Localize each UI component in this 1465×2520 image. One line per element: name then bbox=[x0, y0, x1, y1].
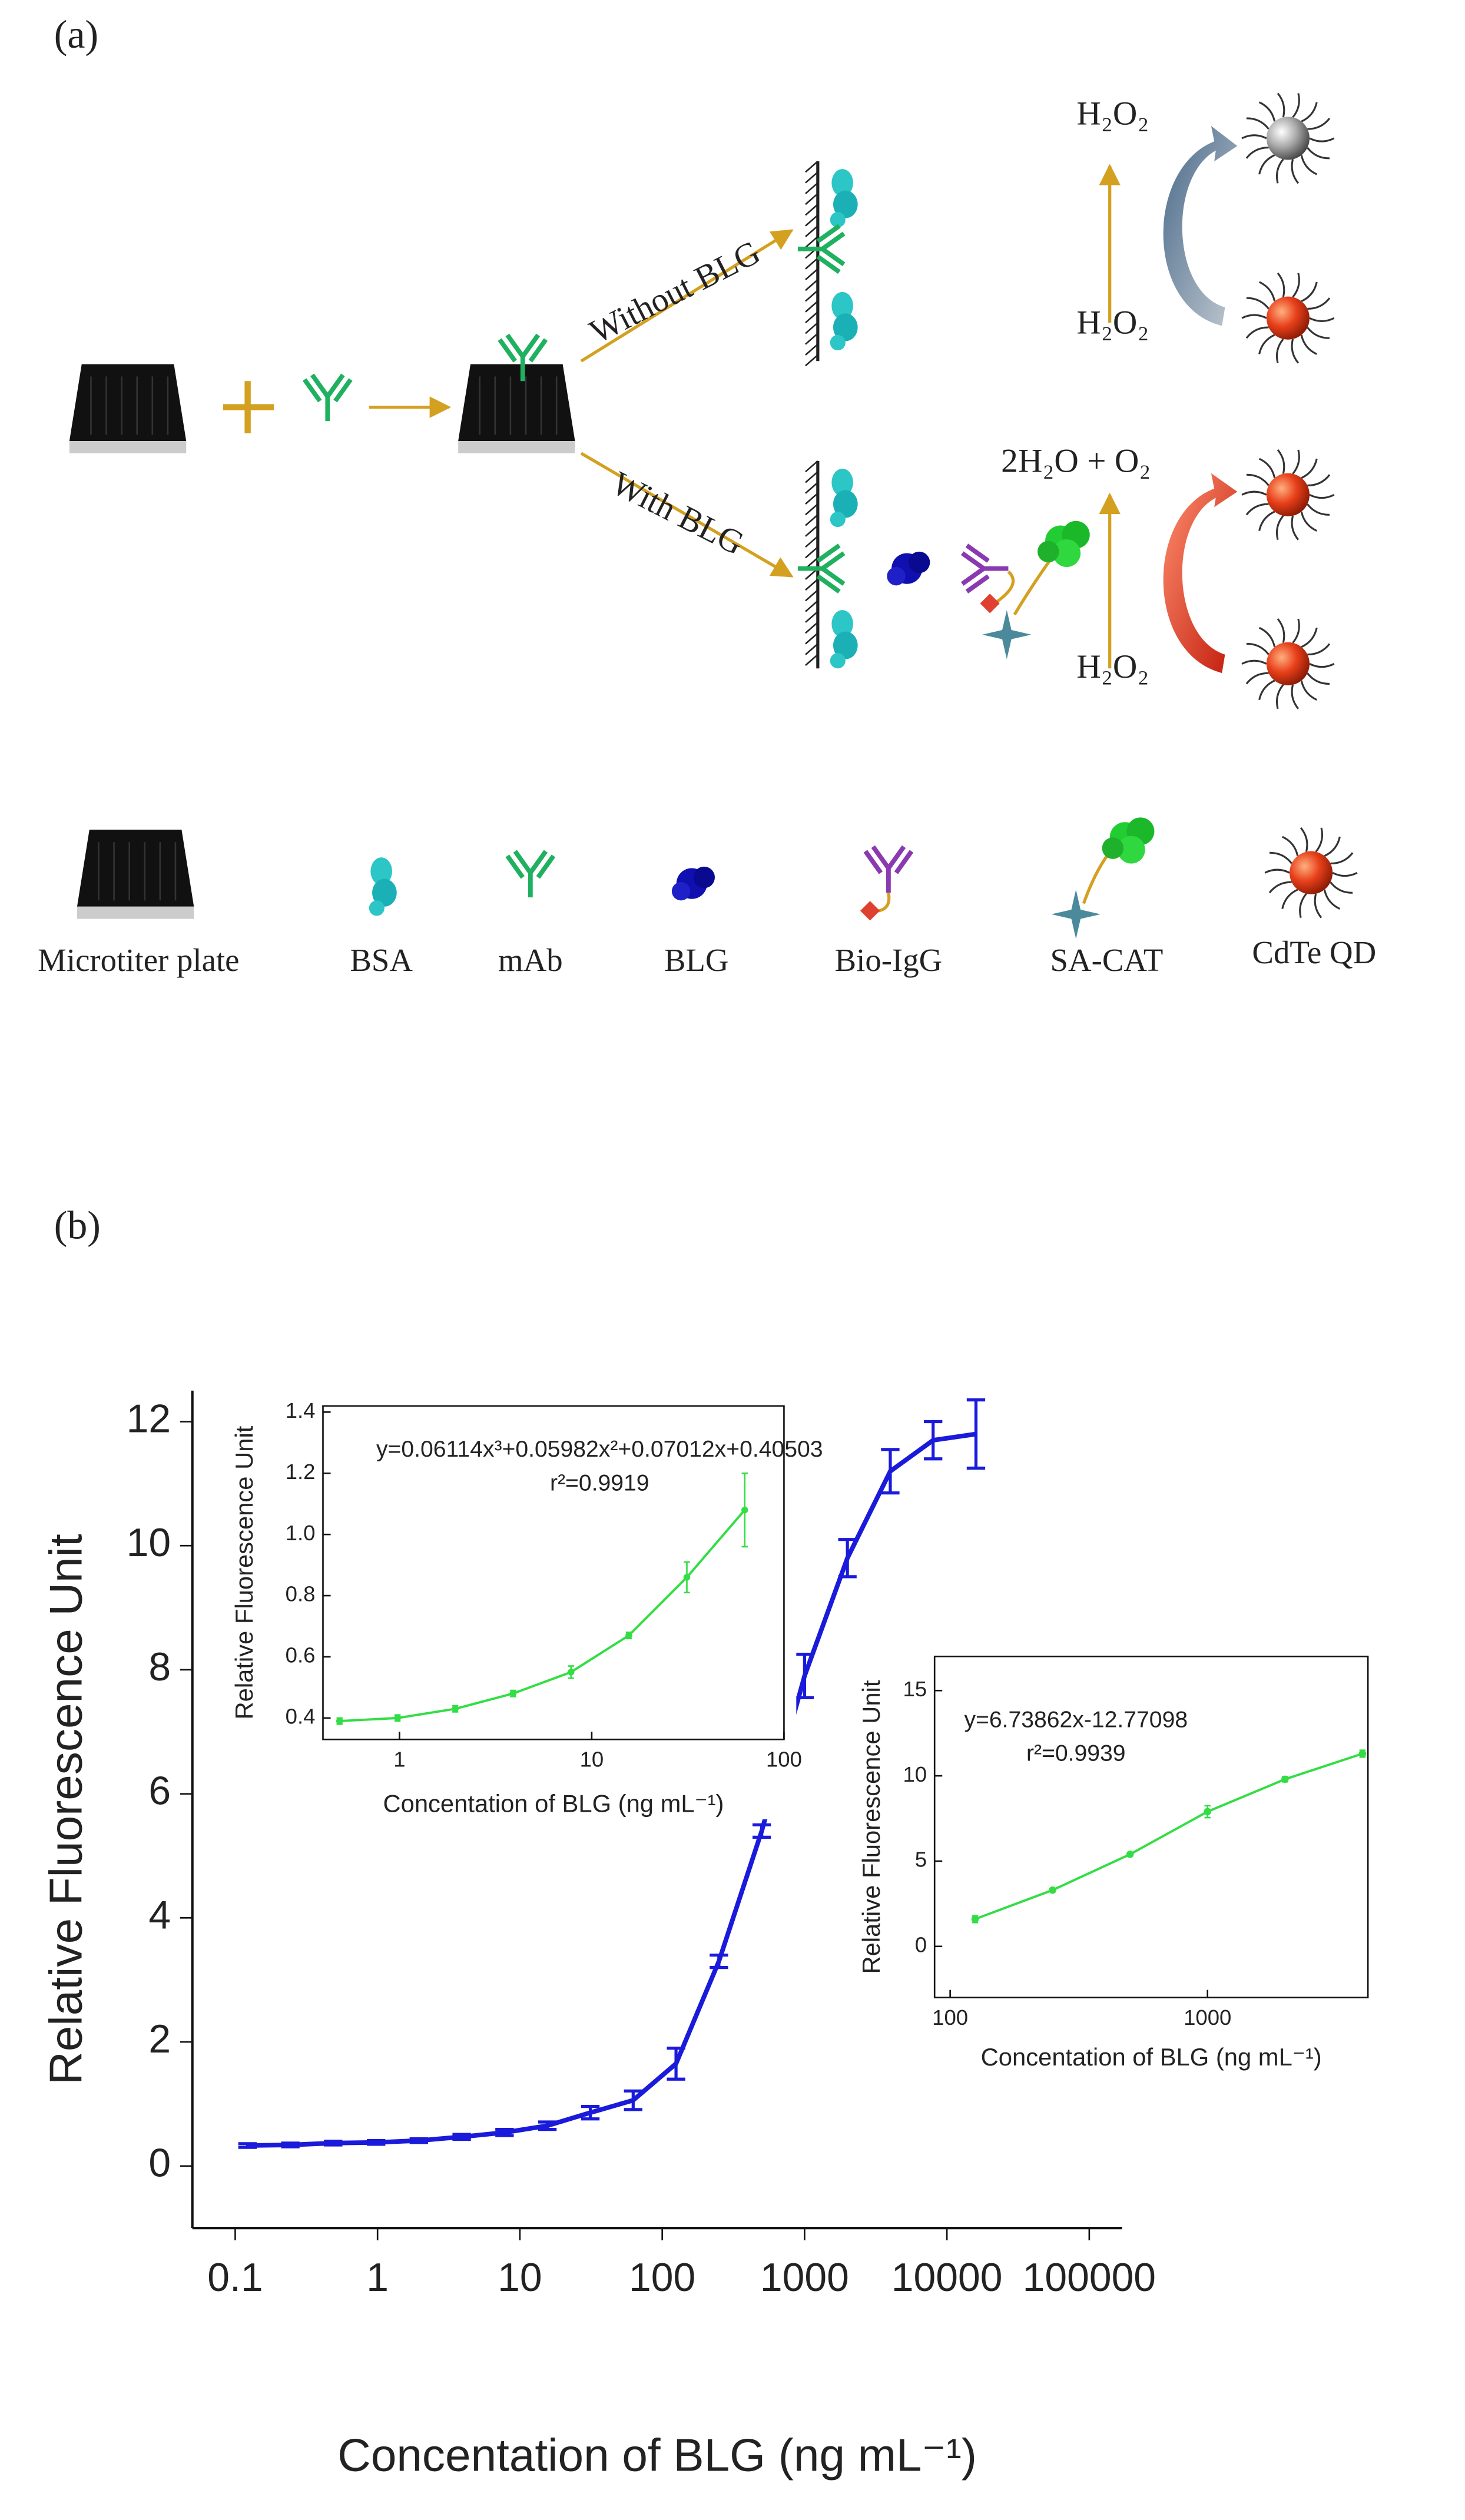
x-tick-label: 10 bbox=[580, 1747, 604, 1771]
y-axis-label: Relative Fluorescence Unit bbox=[230, 1425, 258, 1719]
y-axis-label: Relative Fluorescence Unit bbox=[857, 1680, 885, 1974]
x-axis-label: Concentation of BLG (ng mL⁻¹) bbox=[337, 2429, 977, 2481]
y-tick-label: 15 bbox=[903, 1677, 927, 1701]
error-bar bbox=[624, 2089, 642, 2111]
error-bar bbox=[752, 1823, 771, 1839]
data-point bbox=[1358, 1750, 1367, 1758]
error-bar bbox=[367, 2138, 386, 2146]
y-tick-label: 1.0 bbox=[286, 1521, 316, 1545]
x-tick-label: 100 bbox=[766, 1747, 802, 1771]
arrow-label: Without BLG bbox=[584, 234, 766, 351]
legend-label: Bio-IgG bbox=[835, 942, 943, 978]
y-tick-label: 10 bbox=[127, 1521, 171, 1565]
data-point bbox=[336, 1717, 343, 1725]
legend-label: Microtiter plate bbox=[38, 942, 239, 978]
data-point bbox=[1281, 1775, 1289, 1783]
data-line bbox=[339, 1509, 746, 1723]
arrow-label: With BLG bbox=[606, 465, 750, 562]
y-tick-label: 1.4 bbox=[286, 1398, 316, 1423]
reaction-label: H₂O₂ bbox=[1076, 304, 1149, 341]
reaction-label: H₂O₂ bbox=[1076, 95, 1149, 132]
panel-label: (b) bbox=[54, 1203, 101, 1247]
x-tick-label: 1000 bbox=[760, 2256, 849, 2300]
y-tick-label: 0.4 bbox=[286, 1705, 316, 1729]
y-axis-label: Relative Fluorescence Unit bbox=[40, 1534, 92, 2085]
error-bar bbox=[495, 2128, 514, 2137]
y-tick-label: 10 bbox=[903, 1762, 927, 1786]
data-point bbox=[971, 1915, 979, 1923]
panel-label: (a) bbox=[54, 12, 98, 57]
data-point bbox=[509, 1690, 517, 1697]
data-point bbox=[1049, 1886, 1056, 1894]
data-point bbox=[394, 1715, 401, 1722]
y-tick-label: 1.2 bbox=[286, 1460, 316, 1484]
legend-label: BLG bbox=[664, 942, 729, 978]
data-point bbox=[1204, 1808, 1211, 1816]
inset-background bbox=[827, 1644, 1381, 2078]
plot-frame bbox=[322, 1405, 785, 1740]
legend-label: mAb bbox=[498, 942, 563, 978]
inset-background bbox=[215, 1394, 797, 1819]
annotation: y=0.06114x³+0.05982x²+0.07012x+0.40503 bbox=[376, 1437, 823, 1462]
x-tick-label: 1000 bbox=[1184, 2005, 1231, 2030]
y-tick-label: 0.6 bbox=[286, 1643, 316, 1667]
data-point bbox=[683, 1574, 691, 1581]
y-tick-label: 4 bbox=[148, 1893, 171, 1937]
data-point bbox=[625, 1632, 632, 1639]
error-bar bbox=[667, 2047, 685, 2081]
error-bar bbox=[409, 2137, 428, 2144]
y-tick-label: 0.8 bbox=[286, 1582, 316, 1606]
y-tick-label: 5 bbox=[915, 1848, 927, 1872]
y-tick-label: 6 bbox=[148, 1769, 171, 1813]
annotation: y=6.73862x-12.77098 bbox=[964, 1707, 1188, 1732]
y-tick-label: 8 bbox=[148, 1645, 171, 1689]
error-bar bbox=[281, 2141, 300, 2148]
x-tick-label: 100 bbox=[629, 2256, 695, 2300]
data-point bbox=[1126, 1851, 1134, 1858]
legend-label: SA-CAT bbox=[1050, 942, 1164, 978]
legend-label: BSA bbox=[350, 942, 413, 978]
error-bar bbox=[324, 2140, 343, 2147]
error-bar bbox=[452, 2133, 471, 2141]
x-tick-label: 100 bbox=[932, 2005, 968, 2030]
error-bar bbox=[924, 1420, 943, 1461]
reaction-label: 2H₂O + O₂ bbox=[1001, 442, 1151, 479]
x-tick-label: 100000 bbox=[1023, 2256, 1156, 2300]
x-tick-label: 1 bbox=[393, 1747, 405, 1771]
plot-frame bbox=[933, 1656, 1369, 1998]
error-bar bbox=[581, 2105, 600, 2121]
y-tick-label: 0 bbox=[148, 2141, 171, 2186]
data-line bbox=[247, 1431, 977, 2148]
chart: 0 5 10 15 100 1000 Concentation of BLG (ng mL⁻… bbox=[857, 1656, 1369, 2071]
error-bar bbox=[238, 2142, 257, 2149]
error-bar bbox=[710, 1953, 728, 1969]
error-bar bbox=[838, 1538, 857, 1579]
error-bar bbox=[795, 1652, 814, 1699]
error-bar bbox=[538, 2120, 557, 2131]
annotation: r²=0.9919 bbox=[550, 1470, 649, 1496]
chart: 0.4 0.6 0.8 1.0 1.2 1.4 1 10 100 Concentation of … bbox=[230, 1398, 823, 1818]
data-point bbox=[567, 1669, 575, 1676]
data-point bbox=[741, 1506, 748, 1514]
x-axis-label: Concentation of BLG (ng mL⁻¹) bbox=[383, 1789, 724, 1817]
y-tick-label: 0 bbox=[915, 1932, 927, 1957]
data-line bbox=[975, 1752, 1363, 1921]
x-tick-label: 0.1 bbox=[207, 2256, 263, 2300]
legend-label: CdTe QD bbox=[1252, 934, 1376, 970]
scheme bbox=[68, 92, 1358, 939]
error-bar bbox=[966, 1398, 986, 1470]
reaction-label: H₂O₂ bbox=[1076, 648, 1149, 685]
y-tick-label: 12 bbox=[127, 1397, 171, 1441]
x-tick-label: 1 bbox=[366, 2256, 389, 2300]
x-tick-label: 10000 bbox=[891, 2256, 1003, 2300]
error-bar bbox=[881, 1448, 900, 1495]
annotation: r²=0.9939 bbox=[1026, 1741, 1126, 1766]
y-tick-label: 2 bbox=[148, 2017, 171, 2061]
data-point bbox=[452, 1705, 459, 1713]
x-tick-label: 10 bbox=[498, 2256, 542, 2300]
x-axis-label: Concentation of BLG (ng mL⁻¹) bbox=[981, 2043, 1322, 2071]
